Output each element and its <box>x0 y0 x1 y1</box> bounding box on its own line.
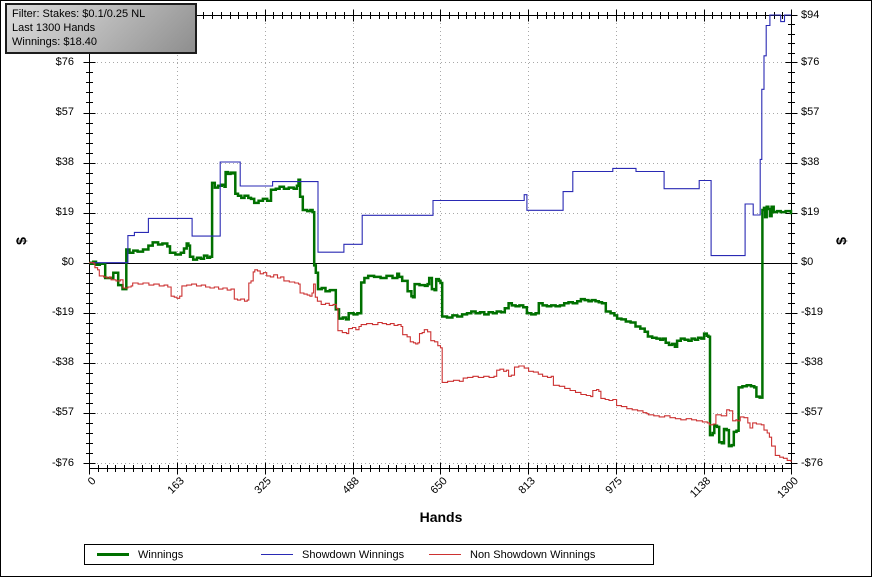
y-axis-title-left: $ <box>12 237 29 245</box>
y-tick-label-left: -$38 <box>51 356 74 369</box>
y-tick-label-right: -$57 <box>801 406 824 419</box>
x-axis-title: Hands <box>419 509 463 525</box>
y-axis-title-right: $ <box>832 237 849 245</box>
filter-line-winnings: Winnings: $18.40 <box>12 36 97 48</box>
y-tick-label-right: -$76 <box>801 456 824 469</box>
legend-item: Winnings <box>97 545 183 564</box>
legend-label: Winnings <box>138 548 184 561</box>
legend-label: Showdown Winnings <box>302 548 405 561</box>
y-tick-label-left: $19 <box>55 206 74 219</box>
legend-line-sample <box>261 554 293 555</box>
legend-label: Non Showdown Winnings <box>470 548 596 561</box>
y-tick-label-right: $0 <box>801 256 814 269</box>
legend-line-sample <box>429 554 461 555</box>
y-tick-label-left: -$76 <box>51 456 74 469</box>
legend-item: Showdown Winnings <box>261 545 404 564</box>
y-tick-label-right: $94 <box>801 8 820 21</box>
filter-line-hands: Last 1300 Hands <box>12 22 96 34</box>
y-tick-label-right: $76 <box>801 55 820 68</box>
legend-item: Non Showdown Winnings <box>429 545 595 564</box>
y-tick-label-left: -$57 <box>51 406 74 419</box>
y-tick-label-left: -$19 <box>51 306 74 319</box>
y-tick-label-right: $57 <box>801 106 820 118</box>
y-tick-label-right: $38 <box>801 156 820 169</box>
filter-line-stakes: Filter: Stakes: $0.1/0.25 NL <box>12 8 146 20</box>
y-tick-label-right: -$38 <box>801 356 824 369</box>
y-tick-label-left: $38 <box>55 156 74 169</box>
series-non-showdown-winnings <box>89 262 792 462</box>
legend: Winnings Showdown Winnings Non Showdown Wi… <box>84 544 654 565</box>
legend-line-sample <box>97 553 129 556</box>
y-tick-label-left: $57 <box>55 106 74 118</box>
series-showdown-winnings <box>89 14 791 264</box>
series-winnings <box>89 170 793 448</box>
y-tick-label-right: -$19 <box>801 306 824 319</box>
filter-info-box: Filter: Stakes: $0.1/0.25 NL Last 1300 H… <box>5 3 197 54</box>
y-tick-label-left: $0 <box>61 256 74 269</box>
y-tick-label-left: $76 <box>55 55 74 68</box>
y-tick-label-right: $19 <box>801 206 820 219</box>
